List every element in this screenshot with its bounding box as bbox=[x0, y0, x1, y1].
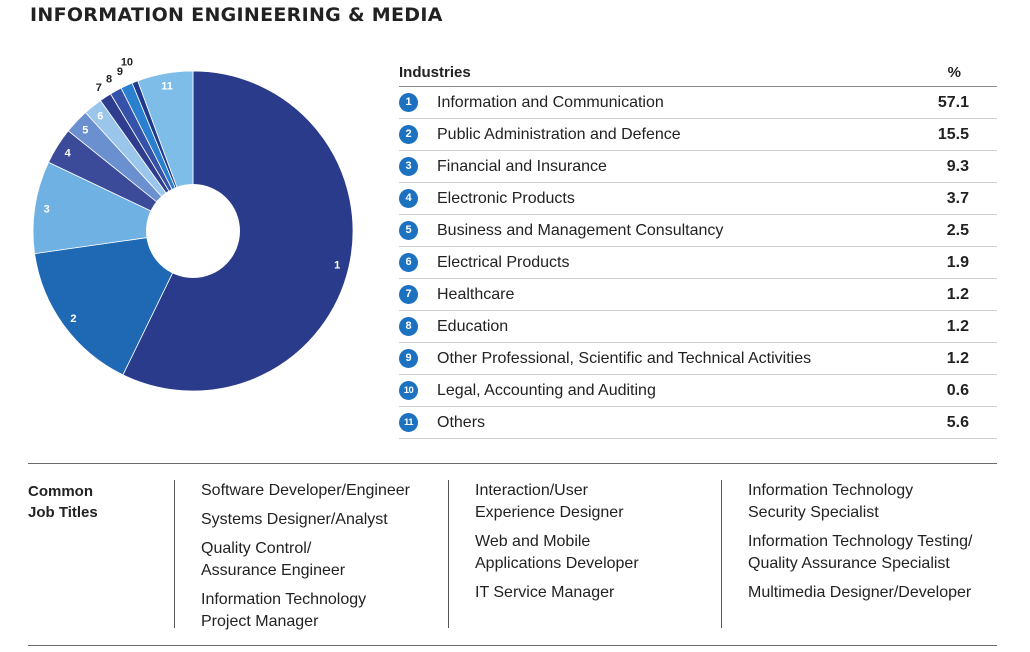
industry-percent: 1.2 bbox=[920, 342, 997, 375]
table-row: 5 Business and Management Consultancy 2.5 bbox=[399, 214, 997, 247]
row-number-badge: 8 bbox=[399, 317, 418, 336]
row-number-cell: 6 bbox=[399, 246, 437, 279]
row-number-badge: 3 bbox=[399, 157, 418, 176]
pie-label-10: 10 bbox=[121, 56, 133, 68]
table-header-row: Industries % bbox=[399, 58, 997, 87]
industry-percent: 1.9 bbox=[920, 246, 997, 279]
pie-label-7: 7 bbox=[96, 82, 102, 94]
table-row: 10 Legal, Accounting and Auditing 0.6 bbox=[399, 374, 997, 407]
job-titles-label-line: Job Titles bbox=[28, 504, 98, 521]
table-row: 2 Public Administration and Defence 15.5 bbox=[399, 118, 997, 151]
row-number-cell: 1 bbox=[399, 86, 437, 119]
percent-header: % bbox=[920, 58, 997, 87]
industry-name: Legal, Accounting and Auditing bbox=[437, 374, 921, 407]
pie-label-2: 2 bbox=[70, 313, 76, 325]
industry-percent: 57.1 bbox=[920, 86, 997, 119]
row-number-badge: 1 bbox=[399, 93, 418, 112]
row-number-cell: 7 bbox=[399, 278, 437, 311]
table-row: 8 Education 1.2 bbox=[399, 310, 997, 343]
divider-top bbox=[28, 463, 997, 464]
row-number-cell: 2 bbox=[399, 118, 437, 151]
pie-label-8: 8 bbox=[106, 74, 112, 86]
industry-percent: 5.6 bbox=[920, 406, 997, 439]
pie-label-6: 6 bbox=[97, 111, 103, 123]
industry-name: Financial and Insurance bbox=[437, 150, 921, 183]
industry-name: Others bbox=[437, 406, 921, 439]
job-title: Multimedia Designer/Developer bbox=[748, 584, 972, 601]
job-title: Systems Designer/Analyst bbox=[201, 511, 388, 528]
industry-percent: 3.7 bbox=[920, 182, 997, 215]
pie-label-11: 11 bbox=[161, 80, 173, 92]
job-title: Information Technology Testing/ Quality … bbox=[748, 533, 973, 572]
pie-label-5: 5 bbox=[82, 125, 88, 137]
industry-percent: 2.5 bbox=[920, 214, 997, 247]
row-number-cell: 4 bbox=[399, 182, 437, 215]
job-titles-label: Common Job Titles bbox=[28, 481, 138, 523]
row-number-badge: 11 bbox=[399, 413, 418, 432]
row-number-badge: 6 bbox=[399, 253, 418, 272]
pie-slice-2 bbox=[34, 230, 194, 376]
row-number-badge: 10 bbox=[399, 381, 418, 400]
page-title: INFORMATION ENGINEERING & MEDIA bbox=[30, 4, 443, 26]
table-row: 11 Others 5.6 bbox=[399, 406, 997, 439]
industry-percent: 1.2 bbox=[920, 310, 997, 343]
pie-label-1: 1 bbox=[334, 259, 340, 271]
job-column-3: Information Technology Security Speciali… bbox=[721, 480, 998, 628]
job-title: Software Developer/Engineer bbox=[201, 482, 411, 499]
job-title: Quality Control/ Assurance Engineer bbox=[201, 540, 346, 579]
job-column-2: Interaction/User Experience Designer Web… bbox=[448, 480, 723, 628]
industry-name: Education bbox=[437, 310, 921, 343]
industry-percent: 1.2 bbox=[920, 278, 997, 311]
job-title: Interaction/User Experience Designer bbox=[475, 482, 624, 521]
table-row: 3 Financial and Insurance 9.3 bbox=[399, 150, 997, 183]
pie-label-4: 4 bbox=[65, 147, 72, 159]
row-number-badge: 7 bbox=[399, 285, 418, 304]
job-titles-label-line: Common bbox=[28, 483, 93, 500]
pie-label-9: 9 bbox=[117, 66, 123, 78]
job-title: Web and Mobile Applications Developer bbox=[475, 533, 639, 572]
industry-percent: 0.6 bbox=[920, 374, 997, 407]
divider-bottom bbox=[28, 645, 997, 646]
table-row: 1 Information and Communication 57.1 bbox=[399, 86, 997, 119]
row-number-cell: 5 bbox=[399, 214, 437, 247]
pie-label-3: 3 bbox=[44, 204, 50, 216]
industry-name: Electronic Products bbox=[437, 182, 921, 215]
industry-name: Electrical Products bbox=[437, 246, 921, 279]
row-number-badge: 4 bbox=[399, 189, 418, 208]
industry-name: Public Administration and Defence bbox=[437, 118, 921, 151]
donut-hole bbox=[146, 184, 240, 278]
job-column-1: Software Developer/Engineer Systems Desi… bbox=[174, 480, 449, 630]
row-number-cell: 3 bbox=[399, 150, 437, 183]
job-title: Information Technology Project Manager bbox=[201, 591, 367, 630]
industry-name: Other Professional, Scientific and Techn… bbox=[437, 342, 921, 375]
row-number-badge: 2 bbox=[399, 125, 418, 144]
industry-name: Information and Communication bbox=[437, 86, 921, 119]
table-row: 7 Healthcare 1.2 bbox=[399, 278, 997, 311]
industry-percent: 9.3 bbox=[920, 150, 997, 183]
row-number-cell: 8 bbox=[399, 310, 437, 343]
job-title: IT Service Manager bbox=[475, 584, 615, 601]
row-number-badge: 9 bbox=[399, 349, 418, 368]
row-number-badge: 5 bbox=[399, 221, 418, 240]
industry-name: Healthcare bbox=[437, 278, 921, 311]
row-number-cell: 11 bbox=[399, 406, 437, 439]
industries-table: Industries % 1 Information and Communicat… bbox=[399, 58, 997, 439]
row-number-cell: 9 bbox=[399, 342, 437, 375]
row-number-cell: 10 bbox=[399, 374, 437, 407]
table-row: 6 Electrical Products 1.9 bbox=[399, 246, 997, 279]
table-row: 4 Electronic Products 3.7 bbox=[399, 182, 997, 215]
industry-name: Business and Management Consultancy bbox=[437, 214, 921, 247]
table-row: 9 Other Professional, Scientific and Tech… bbox=[399, 342, 997, 375]
job-title: Information Technology Security Speciali… bbox=[748, 482, 914, 521]
industries-header: Industries bbox=[399, 58, 921, 87]
industry-percent: 15.5 bbox=[920, 118, 997, 151]
